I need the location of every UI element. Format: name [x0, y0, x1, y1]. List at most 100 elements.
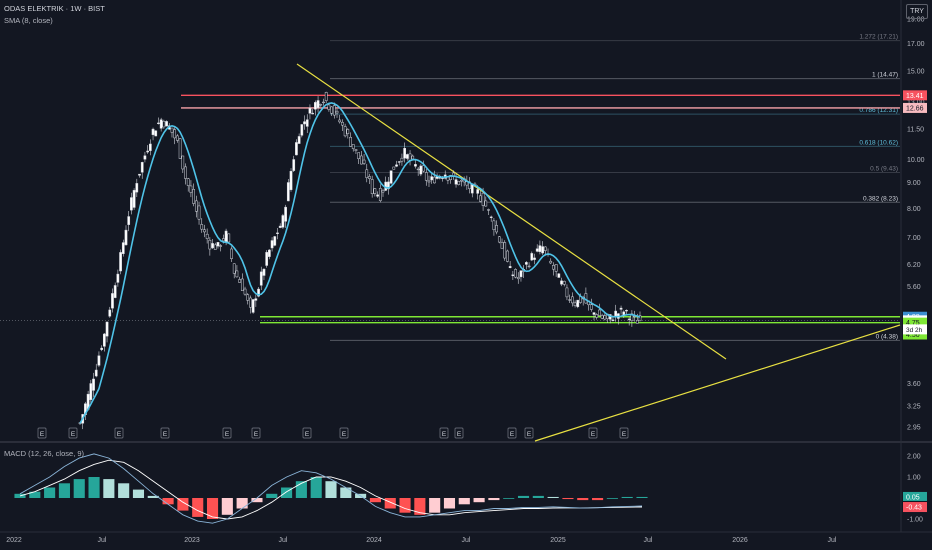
candle-body — [611, 319, 615, 322]
candle-body — [489, 216, 493, 218]
candle-body — [543, 246, 547, 251]
candle-body — [535, 248, 539, 252]
candle-body — [487, 209, 490, 211]
candle-body — [600, 315, 604, 319]
candle-body — [481, 192, 485, 206]
earnings-marker — [439, 427, 449, 439]
candle-body — [573, 302, 577, 307]
price-badge-label: 13.41 — [906, 93, 924, 100]
candle-body — [565, 287, 569, 298]
candle-body — [254, 298, 258, 301]
candle-body — [303, 121, 306, 125]
macd-histogram-bar — [118, 483, 130, 498]
candle-body — [630, 313, 634, 321]
candle-body — [457, 180, 461, 185]
candle-body — [189, 185, 193, 193]
candle-body — [319, 104, 323, 106]
earnings-marker — [339, 427, 349, 439]
earnings-marker — [160, 427, 170, 439]
earnings-marker-label: E — [40, 431, 45, 438]
candle-body — [598, 309, 601, 316]
candle-body — [184, 166, 187, 179]
macd-tick-label: -1.00 — [907, 517, 923, 524]
candle-body — [416, 168, 420, 171]
candle-body — [506, 250, 509, 262]
macd-histogram-bar — [88, 477, 100, 498]
candle-body — [554, 264, 558, 272]
candle-body — [297, 136, 301, 144]
macd-histogram-bar — [310, 477, 322, 498]
time-tick-label: 2024 — [366, 537, 382, 544]
macd-indicator-label[interactable]: MACD (12, 26, close, 9) — [4, 449, 85, 458]
macd-histogram-bar — [517, 495, 530, 498]
earnings-marker-label: E — [591, 431, 596, 438]
candle-body — [495, 225, 498, 233]
macd-tick-label: 1.00 — [907, 475, 921, 482]
candle-body — [140, 162, 144, 173]
macd-histogram-bar — [473, 498, 485, 503]
candle-body — [130, 197, 133, 211]
candle-body — [470, 183, 474, 194]
candle-body — [108, 309, 112, 317]
time-tick-label: Jul — [279, 537, 288, 544]
candle-body — [127, 216, 131, 225]
candle-body — [484, 200, 488, 207]
currency-badge[interactable]: TRY — [906, 4, 928, 19]
macd-histogram-bar — [384, 498, 396, 509]
candle-body — [395, 164, 398, 167]
macd-histogram-bar — [399, 498, 411, 513]
macd-histogram-bar — [58, 483, 70, 498]
candle-body — [186, 178, 190, 186]
candle-body — [430, 176, 434, 181]
macd-histogram-bar — [266, 493, 278, 498]
candle-body — [249, 297, 252, 308]
earnings-marker-label: E — [457, 431, 462, 438]
time-tick-label: Jul — [828, 537, 837, 544]
macd-histogram-bar — [236, 498, 248, 509]
macd-badge-label: -0.43 — [906, 505, 922, 512]
macd-histogram-bar — [606, 498, 618, 499]
candle-body — [235, 270, 239, 278]
macd-histogram-bar — [206, 498, 219, 519]
candle-body — [389, 170, 393, 184]
candle-body — [562, 280, 566, 285]
candle-body — [208, 239, 212, 250]
macd-histogram-bar — [443, 498, 456, 509]
candle-body — [154, 130, 158, 137]
candle-body — [414, 164, 417, 167]
candle-body — [194, 200, 198, 212]
candle-body — [146, 150, 149, 153]
time-tick-label: Jul — [462, 537, 471, 544]
candle-body — [343, 126, 347, 137]
macd-histogram-bar — [103, 479, 115, 498]
candle-body — [224, 230, 228, 243]
candle-body — [205, 233, 209, 239]
sma-indicator-label[interactable]: SMA (8, close) — [4, 16, 53, 25]
candle-body — [262, 268, 266, 276]
candle-body — [295, 142, 298, 156]
candle-body — [614, 310, 618, 317]
candle-body — [148, 143, 152, 151]
candle-body — [308, 107, 312, 114]
candle-body — [362, 159, 366, 164]
candle-body — [316, 100, 320, 109]
price-tick-label: 2.95 — [907, 425, 921, 432]
macd-histogram-bar — [636, 496, 648, 498]
earnings-marker-label: E — [254, 431, 259, 438]
candle-body — [411, 155, 415, 160]
candle-body — [341, 121, 344, 126]
candle-body — [97, 355, 101, 366]
fib-level-label: 0.618 (10.62) — [859, 139, 898, 146]
earnings-marker-label: E — [225, 431, 230, 438]
earnings-marker — [68, 427, 78, 439]
sma-line — [79, 102, 641, 424]
candle-body — [227, 233, 231, 243]
macd-histogram-bar — [325, 481, 337, 498]
macd-histogram-bar — [29, 491, 41, 498]
candle-body — [433, 176, 436, 184]
candle-body — [170, 127, 174, 133]
candle-body — [238, 279, 241, 283]
macd-histogram-bar — [592, 498, 604, 501]
earnings-marker — [251, 427, 261, 439]
